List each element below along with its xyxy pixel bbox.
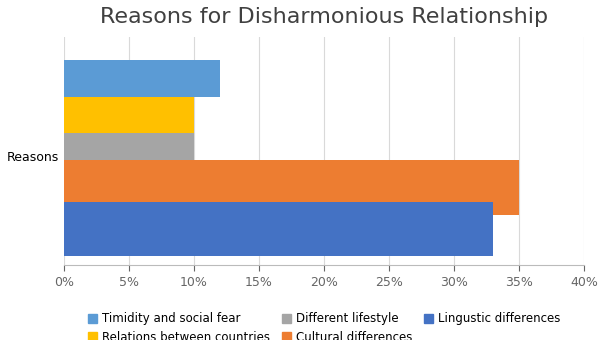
Legend: Timidity and social fear, Relations between countries, Different lifestyle, Cult: Timidity and social fear, Relations betw… xyxy=(88,312,560,340)
Bar xyxy=(64,133,194,169)
Bar xyxy=(64,160,519,215)
Bar xyxy=(64,202,493,256)
Bar xyxy=(64,97,194,133)
Title: Reasons for Disharmonious Relationship: Reasons for Disharmonious Relationship xyxy=(100,7,548,27)
Bar xyxy=(64,60,220,97)
